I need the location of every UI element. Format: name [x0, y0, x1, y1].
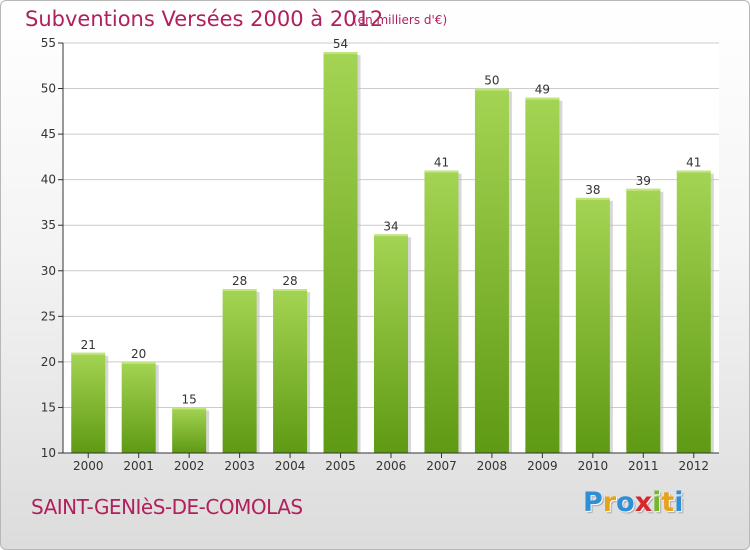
bar [575, 197, 610, 453]
data-label: 49 [535, 83, 550, 97]
bar [374, 234, 408, 453]
bar [525, 97, 560, 454]
y-tick-label: 45 [41, 127, 56, 141]
y-tick-label: 55 [41, 36, 56, 50]
data-label: 21 [81, 338, 96, 352]
bar-top-highlight [172, 407, 207, 410]
bar [71, 352, 106, 453]
proxiti-logo: Proxiti [583, 487, 684, 518]
logo-letter: P [583, 487, 603, 518]
bar [273, 289, 308, 453]
bar-top-highlight [374, 234, 408, 237]
x-tick-label: 2009 [527, 459, 558, 473]
logo-letter: r [602, 487, 617, 518]
logo-letter: x [634, 487, 653, 518]
bar-top-highlight [676, 170, 711, 173]
data-label: 20 [131, 347, 146, 361]
bar [424, 170, 459, 454]
y-tick-label: 20 [41, 355, 56, 369]
y-tick-label: 15 [41, 400, 56, 414]
bar [121, 361, 156, 453]
x-tick-label: 2012 [678, 459, 709, 473]
y-tick-label: 50 [41, 82, 56, 96]
bar-top-highlight [222, 289, 257, 291]
bar-top-highlight [71, 352, 106, 355]
y-tick-label: 40 [41, 173, 56, 187]
x-tick-label: 2007 [426, 459, 457, 473]
data-label: 15 [182, 392, 197, 406]
data-label: 28 [232, 274, 247, 288]
data-label: 28 [282, 274, 297, 288]
chart-subtitle: (en milliers d'€) [353, 13, 448, 27]
bar [676, 170, 711, 454]
bar [474, 88, 509, 454]
data-label: 41 [686, 156, 701, 170]
bar [323, 52, 358, 453]
x-tick-label: 2002 [174, 459, 205, 473]
y-tick-label: 35 [41, 218, 56, 232]
data-label: 41 [434, 156, 449, 170]
logo-letter: i [652, 487, 662, 518]
bar [172, 407, 207, 453]
data-label: 54 [333, 37, 348, 51]
x-tick-label: 2000 [73, 459, 104, 473]
bar-top-highlight [626, 188, 661, 191]
x-tick-label: 2005 [325, 459, 356, 473]
x-tick-label: 2011 [628, 459, 659, 473]
bar-top-highlight [273, 289, 308, 291]
data-label: 38 [585, 183, 600, 197]
x-tick-label: 2003 [224, 459, 255, 473]
commune-name: SAINT-GENIèS-DE-COMOLAS [31, 495, 303, 519]
x-tick-label: 2006 [376, 459, 407, 473]
x-tick-label: 2008 [477, 459, 508, 473]
bar [626, 188, 661, 453]
y-tick-label: 25 [41, 309, 56, 323]
data-label: 50 [484, 74, 499, 88]
logo-letter: i [674, 487, 684, 518]
y-tick-label: 10 [41, 446, 56, 460]
bar-top-highlight [121, 361, 156, 364]
bar-top-highlight [424, 170, 459, 173]
bar-top-highlight [525, 97, 560, 100]
bar-top-highlight [474, 88, 509, 91]
data-label: 34 [383, 219, 398, 233]
logo-letter: o [616, 487, 635, 518]
bar-top-highlight [575, 197, 610, 200]
data-label: 39 [636, 174, 651, 188]
chart-title: Subventions Versées 2000 à 2012 [25, 7, 384, 31]
logo-letter: t [661, 487, 675, 518]
y-tick-label: 30 [41, 264, 56, 278]
x-tick-label: 2001 [123, 459, 154, 473]
bar-top-highlight [323, 52, 358, 55]
x-tick-label: 2004 [275, 459, 306, 473]
bar [222, 289, 257, 453]
x-tick-label: 2010 [578, 459, 609, 473]
